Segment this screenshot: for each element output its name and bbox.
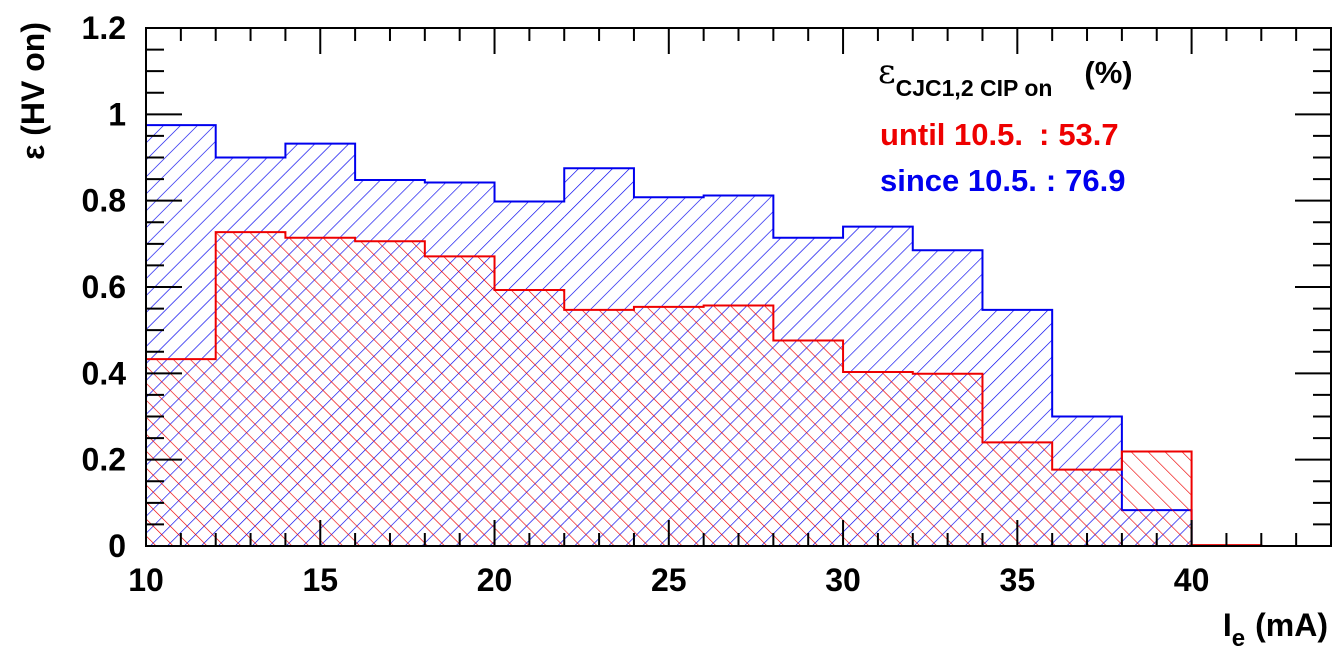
bar-until-10-5-14 bbox=[1122, 451, 1192, 546]
x-tick-label: 30 bbox=[825, 562, 861, 598]
legend-entry-until: until 10.5.:53.7 bbox=[880, 117, 1119, 152]
y-tick-label: 0 bbox=[108, 528, 126, 564]
bar-until-10-5-7 bbox=[634, 307, 704, 546]
x-tick-label: 20 bbox=[477, 562, 513, 598]
legend-title-unit: (%) bbox=[1084, 55, 1132, 90]
legend-entry-until-sep: : bbox=[1039, 117, 1049, 152]
x-tick-label: 40 bbox=[1174, 562, 1210, 598]
legend-entry-since: since 10.5.:76.9 bbox=[880, 163, 1126, 198]
x-axis-title: Ie (mA) bbox=[1223, 607, 1328, 651]
bar-until-10-5-3 bbox=[355, 241, 425, 546]
y-tick-label: 1 bbox=[108, 96, 126, 132]
x-tick-label: 15 bbox=[302, 562, 338, 598]
x-axis-title-subscript: e bbox=[1232, 625, 1245, 651]
bar-until-10-5-0 bbox=[146, 359, 216, 546]
y-axis-title: ε (HV on) bbox=[15, 22, 51, 160]
y-tick-label: 1.2 bbox=[82, 10, 126, 46]
legend-title-symbol: ε bbox=[878, 52, 896, 92]
legend-title: εCJC1,2 CIP on (%) bbox=[878, 52, 1133, 101]
x-tick-label: 25 bbox=[651, 562, 687, 598]
legend: εCJC1,2 CIP on (%) until 10.5.:53.7 since… bbox=[878, 52, 1133, 198]
x-tick-label: 10 bbox=[128, 562, 164, 598]
bar-until-10-5-8 bbox=[704, 306, 774, 546]
x-tick-label: 35 bbox=[1000, 562, 1036, 598]
legend-entry-until-value: 53.7 bbox=[1058, 117, 1118, 152]
legend-entry-until-label: until 10.5. bbox=[880, 117, 1023, 152]
y-tick-label: 0.4 bbox=[82, 355, 127, 391]
bar-until-10-5-4 bbox=[425, 256, 495, 546]
bar-until-10-5-1 bbox=[216, 232, 286, 546]
series-layer bbox=[146, 125, 1331, 546]
y-tick-label: 0.2 bbox=[82, 442, 126, 478]
legend-entry-since-sep: : bbox=[1046, 163, 1056, 198]
bar-until-10-5-6 bbox=[564, 310, 634, 546]
bar-until-10-5-9 bbox=[773, 341, 843, 546]
bar-until-10-5-2 bbox=[285, 238, 355, 546]
x-axis-title-symbol: I bbox=[1223, 607, 1232, 643]
bar-until-10-5-11 bbox=[913, 374, 983, 546]
bar-until-10-5-10 bbox=[843, 372, 913, 546]
legend-title-subscript: CJC1,2 CIP on bbox=[896, 75, 1053, 101]
bar-until-10-5-5 bbox=[495, 290, 565, 546]
y-tick-label: 0.6 bbox=[82, 269, 126, 305]
x-axis-title-unit: (mA) bbox=[1255, 607, 1328, 643]
y-tick-label: 0.8 bbox=[82, 183, 126, 219]
legend-entry-since-value: 76.9 bbox=[1065, 163, 1125, 198]
legend-entry-since-label: since 10.5. bbox=[880, 163, 1037, 198]
